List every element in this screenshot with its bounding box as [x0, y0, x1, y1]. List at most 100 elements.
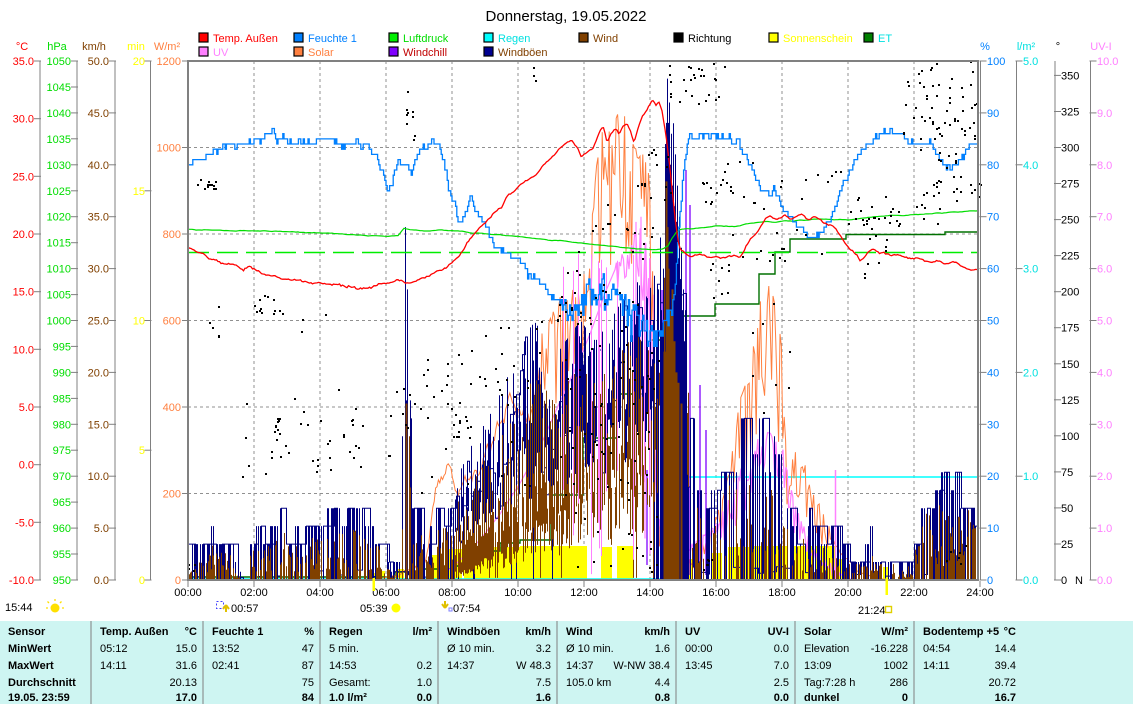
svg-text:10.0: 10.0	[1097, 56, 1118, 68]
svg-text:30: 30	[987, 419, 999, 431]
svg-text:Durchschnitt: Durchschnitt	[8, 677, 76, 689]
svg-text:15.0: 15.0	[176, 643, 197, 655]
svg-text:Gesamt:: Gesamt:	[329, 677, 371, 689]
svg-text:15: 15	[133, 186, 145, 198]
svg-text:10: 10	[133, 316, 145, 328]
svg-text:Windböen: Windböen	[498, 47, 548, 59]
svg-text:1200: 1200	[157, 56, 181, 68]
svg-text:5.0: 5.0	[1023, 56, 1038, 68]
svg-text:200: 200	[1061, 287, 1079, 299]
svg-text:Wind: Wind	[593, 33, 618, 45]
svg-text:5.0: 5.0	[1097, 316, 1112, 328]
svg-text:955: 955	[53, 549, 71, 561]
svg-text:75: 75	[1061, 467, 1073, 479]
svg-text:Elevation: Elevation	[804, 643, 849, 655]
svg-text:%: %	[304, 626, 314, 638]
svg-text:00:57: 00:57	[231, 603, 259, 615]
svg-text:Sonnenschein: Sonnenschein	[783, 33, 853, 45]
svg-text:1040: 1040	[47, 108, 71, 120]
svg-text:7.5: 7.5	[536, 677, 551, 689]
svg-text:4.0: 4.0	[1097, 367, 1112, 379]
svg-text:7.0: 7.0	[1097, 212, 1112, 224]
svg-text:%: %	[980, 41, 990, 53]
svg-text:87: 87	[302, 660, 314, 672]
svg-text:125: 125	[1061, 395, 1079, 407]
svg-text:1030: 1030	[47, 160, 71, 172]
svg-text:90: 90	[987, 108, 999, 120]
svg-text:W 48.3: W 48.3	[516, 660, 551, 672]
svg-text:Ø 10 min.: Ø 10 min.	[566, 643, 614, 655]
svg-text:0: 0	[139, 575, 145, 587]
svg-text:1020: 1020	[47, 212, 71, 224]
svg-text:3.0: 3.0	[1023, 264, 1038, 276]
svg-text:1035: 1035	[47, 134, 71, 146]
svg-text:05:39: 05:39	[360, 603, 388, 615]
svg-text:Wind: Wind	[566, 626, 593, 638]
svg-text:14:37: 14:37	[447, 660, 475, 672]
svg-text:°: °	[1056, 41, 1060, 53]
svg-text:0.0: 0.0	[774, 643, 789, 655]
svg-text:km/h: km/h	[644, 626, 670, 638]
svg-text:150: 150	[1061, 359, 1079, 371]
svg-text:1000: 1000	[47, 316, 71, 328]
svg-text:1015: 1015	[47, 238, 71, 250]
svg-text:Temp. Außen: Temp. Außen	[213, 33, 278, 45]
svg-text:1.0 l/m²: 1.0 l/m²	[329, 692, 367, 704]
svg-text:17.0: 17.0	[176, 692, 197, 704]
svg-text:22:00: 22:00	[900, 587, 928, 599]
svg-text:0.0: 0.0	[1097, 575, 1112, 587]
svg-text:12:00: 12:00	[570, 587, 598, 599]
svg-text:84: 84	[302, 692, 315, 704]
svg-text:Regen: Regen	[498, 33, 530, 45]
svg-text:02:41: 02:41	[212, 660, 240, 672]
svg-text:1045: 1045	[47, 82, 71, 94]
svg-text:13:45: 13:45	[685, 660, 713, 672]
svg-text:0.8: 0.8	[655, 692, 670, 704]
svg-text:Solar: Solar	[804, 626, 832, 638]
svg-text:1050: 1050	[47, 56, 71, 68]
svg-text:-5.0: -5.0	[15, 517, 34, 529]
svg-text:5 min.: 5 min.	[329, 643, 359, 655]
svg-text:13:09: 13:09	[804, 660, 832, 672]
svg-text:14:00: 14:00	[636, 587, 664, 599]
svg-text:20.0: 20.0	[13, 229, 34, 241]
svg-text:Donnerstag, 19.05.2022: Donnerstag, 19.05.2022	[486, 8, 647, 25]
svg-text:Tag:7:28 h: Tag:7:28 h	[804, 677, 855, 689]
svg-text:47: 47	[302, 643, 314, 655]
svg-text:dunkel: dunkel	[804, 692, 839, 704]
svg-text:200: 200	[163, 489, 181, 501]
svg-text:km/h: km/h	[525, 626, 551, 638]
svg-text:35.0: 35.0	[88, 212, 109, 224]
svg-text:l/m²: l/m²	[412, 626, 432, 638]
svg-text:-10.0: -10.0	[9, 575, 34, 587]
svg-text:50: 50	[987, 316, 999, 328]
svg-text:14.4: 14.4	[995, 643, 1016, 655]
svg-text:10: 10	[987, 523, 999, 535]
svg-text:°C: °C	[1004, 626, 1016, 638]
svg-text:75: 75	[302, 677, 314, 689]
svg-text:°C: °C	[185, 626, 197, 638]
svg-text:18:00: 18:00	[768, 587, 796, 599]
svg-text:20.0: 20.0	[88, 367, 109, 379]
svg-text:985: 985	[53, 393, 71, 405]
svg-text:3.2: 3.2	[536, 643, 551, 655]
svg-text:970: 970	[53, 471, 71, 483]
svg-text:15:44: 15:44	[5, 602, 33, 614]
svg-text:Bodentemp +5: Bodentemp +5	[923, 626, 999, 638]
svg-text:Windchill: Windchill	[403, 47, 447, 59]
svg-text:0.0: 0.0	[94, 575, 109, 587]
svg-text:19.05. 23:59: 19.05. 23:59	[8, 692, 70, 704]
svg-text:4.0: 4.0	[1023, 160, 1038, 172]
svg-text:1010: 1010	[47, 264, 71, 276]
svg-text:5.0: 5.0	[94, 523, 109, 535]
svg-text:10.0: 10.0	[13, 344, 34, 356]
svg-text:UV-I: UV-I	[768, 626, 789, 638]
svg-text:9.0: 9.0	[1097, 108, 1112, 120]
svg-text:800: 800	[163, 229, 181, 241]
svg-text:°C: °C	[16, 41, 28, 53]
svg-text:Solar: Solar	[308, 47, 334, 59]
svg-text:70: 70	[987, 212, 999, 224]
svg-text:300: 300	[1061, 143, 1079, 155]
svg-text:975: 975	[53, 445, 71, 457]
svg-text:50.0: 50.0	[88, 56, 109, 68]
